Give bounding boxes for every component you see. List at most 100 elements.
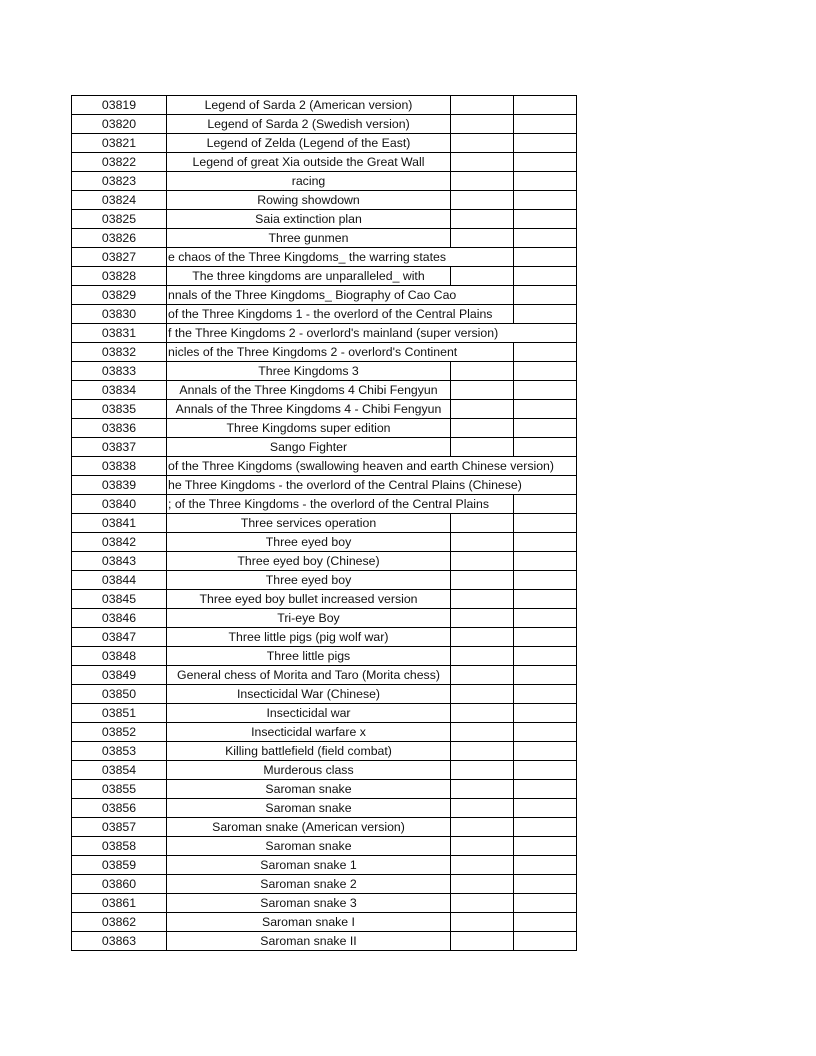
row-title-cell[interactable]: Legend of great Xia outside the Great Wa…: [166, 152, 451, 172]
row-id-cell[interactable]: 03860: [71, 874, 167, 894]
empty-cell[interactable]: [450, 855, 514, 875]
row-id-cell[interactable]: 03837: [71, 437, 167, 457]
row-id-cell[interactable]: 03836: [71, 418, 167, 438]
row-title-cell[interactable]: Saroman snake I: [166, 912, 451, 932]
empty-cell[interactable]: [450, 722, 514, 742]
row-id-cell[interactable]: 03822: [71, 152, 167, 172]
empty-cell[interactable]: [450, 418, 514, 438]
row-id-cell[interactable]: 03823: [71, 171, 167, 191]
row-id-cell[interactable]: 03827: [71, 247, 167, 267]
empty-cell[interactable]: [450, 551, 514, 571]
empty-cell[interactable]: [513, 247, 577, 267]
row-id-cell[interactable]: 03856: [71, 798, 167, 818]
empty-cell[interactable]: [450, 437, 514, 457]
empty-cell[interactable]: [450, 133, 514, 153]
row-id-cell[interactable]: 03859: [71, 855, 167, 875]
row-id-cell[interactable]: 03846: [71, 608, 167, 628]
row-title-cell[interactable]: Three eyed boy (Chinese): [166, 551, 451, 571]
row-title-cell[interactable]: Three Kingdoms 3: [166, 361, 451, 381]
empty-cell[interactable]: [513, 190, 577, 210]
row-title-cell[interactable]: Saroman snake: [166, 779, 451, 799]
empty-cell[interactable]: [513, 304, 577, 324]
row-id-cell[interactable]: 03839: [71, 475, 167, 495]
row-title-cell[interactable]: Tri-eye Boy: [166, 608, 451, 628]
empty-cell[interactable]: [513, 95, 577, 115]
empty-cell[interactable]: [450, 171, 514, 191]
row-id-cell[interactable]: 03840: [71, 494, 167, 514]
row-id-cell[interactable]: 03833: [71, 361, 167, 381]
row-title-cell[interactable]: Saroman snake 2: [166, 874, 451, 894]
empty-cell[interactable]: [513, 266, 577, 286]
empty-cell[interactable]: [513, 798, 577, 818]
row-title-cell[interactable]: Three gunmen: [166, 228, 451, 248]
empty-cell[interactable]: [513, 722, 577, 742]
empty-cell[interactable]: [450, 95, 514, 115]
empty-cell[interactable]: [450, 608, 514, 628]
empty-cell[interactable]: [513, 893, 577, 913]
empty-cell[interactable]: [513, 114, 577, 134]
row-id-cell[interactable]: 03829: [71, 285, 167, 305]
row-id-cell[interactable]: 03848: [71, 646, 167, 666]
empty-cell[interactable]: [450, 399, 514, 419]
empty-cell[interactable]: [450, 684, 514, 704]
row-id-cell[interactable]: 03821: [71, 133, 167, 153]
row-id-cell[interactable]: 03835: [71, 399, 167, 419]
empty-cell[interactable]: [513, 760, 577, 780]
empty-cell[interactable]: [450, 114, 514, 134]
row-title-cell[interactable]: Saroman snake 3: [166, 893, 451, 913]
row-title-cell[interactable]: Saroman snake: [166, 836, 451, 856]
row-title-cell[interactable]: Legend of Sarda 2 (Swedish version): [166, 114, 451, 134]
empty-cell[interactable]: [513, 513, 577, 533]
row-id-cell[interactable]: 03838: [71, 456, 167, 476]
empty-cell[interactable]: [513, 171, 577, 191]
empty-cell[interactable]: [450, 266, 514, 286]
row-title-cell[interactable]: Three Kingdoms super edition: [166, 418, 451, 438]
empty-cell[interactable]: [450, 570, 514, 590]
row-title-cell[interactable]: of the Three Kingdoms 1 - the overlord o…: [166, 304, 514, 324]
empty-cell[interactable]: [513, 570, 577, 590]
row-title-cell[interactable]: Insecticidal war: [166, 703, 451, 723]
empty-cell[interactable]: [513, 855, 577, 875]
row-id-cell[interactable]: 03850: [71, 684, 167, 704]
empty-cell[interactable]: [513, 874, 577, 894]
empty-cell[interactable]: [450, 209, 514, 229]
empty-cell[interactable]: [450, 627, 514, 647]
row-title-cell[interactable]: General chess of Morita and Taro (Morita…: [166, 665, 451, 685]
row-title-cell[interactable]: Legend of Sarda 2 (American version): [166, 95, 451, 115]
empty-cell[interactable]: [513, 228, 577, 248]
row-title-cell[interactable]: Rowing showdown: [166, 190, 451, 210]
empty-cell[interactable]: [513, 342, 577, 362]
empty-cell[interactable]: [450, 817, 514, 837]
empty-cell[interactable]: [513, 741, 577, 761]
row-title-cell[interactable]: Three little pigs: [166, 646, 451, 666]
empty-cell[interactable]: [450, 741, 514, 761]
empty-cell[interactable]: [450, 190, 514, 210]
row-id-cell[interactable]: 03819: [71, 95, 167, 115]
empty-cell[interactable]: [513, 494, 577, 514]
empty-cell[interactable]: [450, 589, 514, 609]
row-id-cell[interactable]: 03851: [71, 703, 167, 723]
empty-cell[interactable]: [450, 874, 514, 894]
empty-cell[interactable]: [450, 361, 514, 381]
row-id-cell[interactable]: 03824: [71, 190, 167, 210]
row-title-cell[interactable]: Insecticidal warfare x: [166, 722, 451, 742]
empty-cell[interactable]: [450, 798, 514, 818]
empty-cell[interactable]: [513, 152, 577, 172]
row-id-cell[interactable]: 03820: [71, 114, 167, 134]
empty-cell[interactable]: [513, 551, 577, 571]
row-title-cell[interactable]: Three eyed boy bullet increased version: [166, 589, 451, 609]
row-title-cell[interactable]: Three eyed boy: [166, 570, 451, 590]
empty-cell[interactable]: [450, 779, 514, 799]
empty-cell[interactable]: [450, 228, 514, 248]
row-id-cell[interactable]: 03852: [71, 722, 167, 742]
empty-cell[interactable]: [513, 532, 577, 552]
row-title-cell[interactable]: Legend of Zelda (Legend of the East): [166, 133, 451, 153]
row-id-cell[interactable]: 03826: [71, 228, 167, 248]
empty-cell[interactable]: [513, 684, 577, 704]
row-title-cell[interactable]: nnals of the Three Kingdoms_ Biography o…: [166, 285, 514, 305]
empty-cell[interactable]: [450, 703, 514, 723]
empty-cell[interactable]: [513, 836, 577, 856]
row-id-cell[interactable]: 03844: [71, 570, 167, 590]
row-title-cell[interactable]: Annals of the Three Kingdoms 4 - Chibi F…: [166, 399, 451, 419]
empty-cell[interactable]: [450, 152, 514, 172]
